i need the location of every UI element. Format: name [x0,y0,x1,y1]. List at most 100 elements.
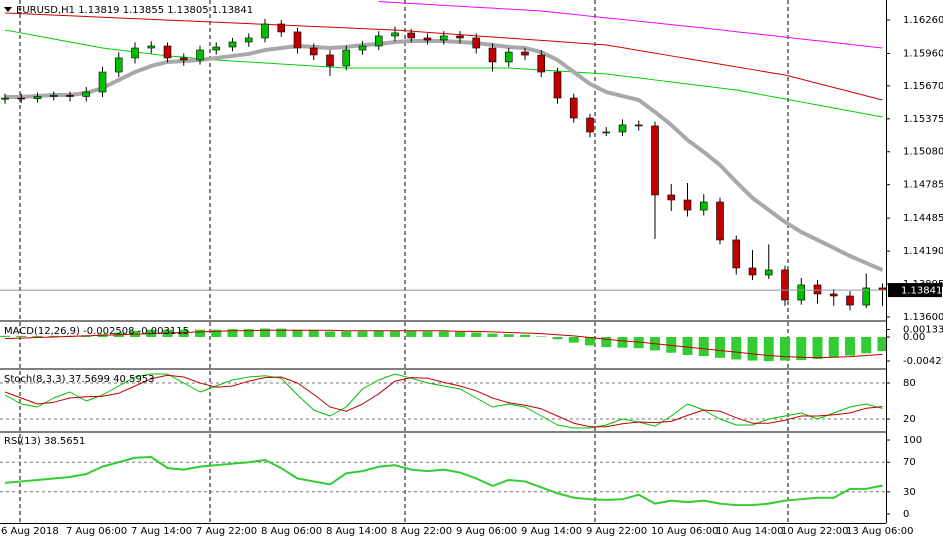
candle-body [813,284,822,295]
macd-bar [438,331,449,337]
indicator-line [4,374,883,428]
indicator-line [378,1,883,49]
panel-plot [0,328,886,362]
y-tick-label: 70 [903,457,916,468]
panel-plot [0,456,886,507]
macd-bar [552,336,563,340]
macd-bar [308,330,319,337]
macd-bar [601,336,612,348]
macd-bar [780,336,790,361]
macd-bar [390,330,400,337]
candle-body [569,97,578,119]
candle-body [488,47,497,63]
macd-bar [0,335,10,337]
candle-body [1,97,9,100]
x-tick-label: 10 Aug 06:00 [651,526,718,537]
macd-bar [243,329,254,337]
macd-bar [731,336,742,360]
y-tick-label: 100 [903,435,922,446]
candle-body [98,71,107,93]
candle-body [699,201,708,211]
y-tick-label: 1.15375 [903,114,943,125]
candle-body [114,57,123,73]
candle-body [407,32,416,39]
y-tick-label: 1.14190 [903,246,943,257]
macd-bar [568,336,579,343]
candle-body [82,91,91,97]
y-tick-label: 1.15960 [903,48,943,59]
panel-title: Stoch(8,3,3) 37.5699 40.5953 [4,374,155,385]
y-tick-label: 1.15080 [903,147,943,158]
macd-bar [16,335,27,337]
candle-body [667,194,676,201]
macd-bar [503,334,514,337]
candle-body [472,37,481,49]
macd-bar [178,329,189,337]
candle-body [537,54,546,73]
macd-bar [32,335,43,337]
candle-body [862,287,871,306]
macd-bar [747,336,758,361]
candle-body [553,71,562,99]
macd-bar [325,331,335,337]
candle-body [358,45,367,51]
x-tick-label: 10 Aug 14:00 [716,526,783,537]
y-tick-label: 80 [903,378,916,389]
macd-bar [455,331,465,337]
x-tick-label: 9 Aug 14:00 [521,526,582,537]
candle-body [309,47,318,56]
indicator-line [4,329,883,359]
macd-bar [666,336,677,353]
macd-bar [471,332,482,337]
panel-title: EURUSD,H1 1.13819 1.13855 1.13805 1.1384… [16,5,253,16]
macd-bar [828,336,839,358]
macd-bar [341,331,352,337]
frames [0,0,887,524]
y-tick-label: 1.14485 [903,213,943,224]
macd-bar [373,330,384,337]
candle-body [748,267,757,276]
candle-body [732,239,741,269]
macd-bar [260,328,270,337]
macd-bar [292,329,303,337]
candle-body [293,31,302,49]
y-tick-label: 0.001334 [903,324,943,335]
candle-body [163,45,172,59]
macd-bar [715,336,725,358]
candle-body [17,97,26,100]
x-tick-label: 10 Aug 22:00 [781,526,848,537]
panel-title: RSI(13) 38.5651 [4,436,85,447]
macd-bar [633,336,644,349]
macd-bar [520,334,530,337]
candle-body [829,293,838,297]
y-tick-label: 1.15670 [903,81,943,92]
symbol-menu-arrow[interactable] [4,7,12,12]
candle-body [618,124,627,133]
panel-plot [1,1,886,311]
x-tick-label: 8 Aug 06:00 [261,526,322,537]
candle-body [764,269,773,276]
macd-bar [406,330,417,337]
candle-body [521,51,529,56]
macd-bar [48,335,59,337]
x-tick-label: 7 Aug 06:00 [66,526,127,537]
y-tick-label: 20 [903,414,916,425]
candle-body [179,57,188,61]
candle-body [212,46,221,51]
candle-body [391,32,399,37]
y-tick-label: 1.16260 [903,15,943,26]
macd-bar [812,336,823,359]
macd-bar [422,331,433,337]
x-tick-label: 13 Aug 06:00 [846,526,913,537]
x-tick-label: 8 Aug 14:00 [326,526,387,537]
indicator-line [4,456,883,507]
y-tick-label: 1.13600 [903,312,943,323]
candle-body [651,125,659,196]
macd-bar [227,329,238,337]
macd-bar [585,336,595,346]
macd-bar [861,336,872,354]
candle-body [634,124,643,127]
last-price-label: 1.13841 [901,286,942,297]
